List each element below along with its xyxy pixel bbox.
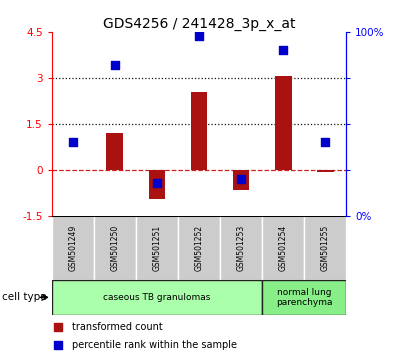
Bar [52, 280, 262, 315]
Text: transformed count: transformed count [72, 322, 163, 332]
Bar [148, 170, 165, 199]
Bar [317, 170, 334, 172]
Text: GSM501253: GSM501253 [236, 225, 246, 271]
Text: GSM501249: GSM501249 [68, 225, 77, 271]
Title: GDS4256 / 241428_3p_x_at: GDS4256 / 241428_3p_x_at [103, 17, 295, 31]
Bar [106, 133, 123, 170]
Point [280, 47, 286, 53]
Text: GSM501252: GSM501252 [195, 225, 203, 271]
Point [196, 33, 202, 38]
Bar [304, 216, 346, 280]
Text: caseous TB granulomas: caseous TB granulomas [103, 293, 211, 302]
Text: percentile rank within the sample: percentile rank within the sample [72, 340, 237, 350]
Bar [52, 216, 94, 280]
Bar [262, 280, 346, 315]
Point [55, 325, 61, 330]
Bar [191, 92, 207, 170]
Point [70, 139, 76, 145]
Text: normal lung
parenchyma: normal lung parenchyma [276, 288, 332, 307]
Point [238, 176, 244, 182]
Text: GSM501251: GSM501251 [152, 225, 162, 271]
Bar [94, 216, 136, 280]
Bar [220, 216, 262, 280]
Bar [178, 216, 220, 280]
Point [112, 62, 118, 68]
Bar [262, 216, 304, 280]
Point [322, 139, 328, 145]
Text: cell type: cell type [2, 292, 47, 302]
Bar [233, 170, 250, 190]
Point [154, 180, 160, 185]
Bar [275, 76, 292, 170]
Text: GSM501254: GSM501254 [279, 225, 288, 271]
Text: GSM501250: GSM501250 [110, 225, 119, 271]
Point [55, 342, 61, 348]
Text: GSM501255: GSM501255 [321, 225, 330, 271]
Bar [136, 216, 178, 280]
